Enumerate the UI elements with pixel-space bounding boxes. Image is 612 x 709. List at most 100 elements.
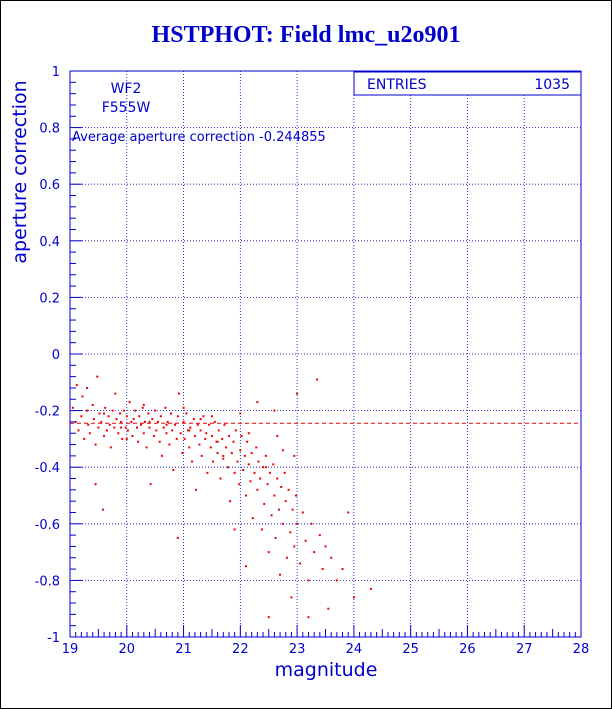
data-point xyxy=(296,392,299,395)
data-point xyxy=(289,531,292,534)
data-point xyxy=(193,435,196,438)
data-point xyxy=(318,534,321,537)
data-point xyxy=(114,392,117,395)
data-point xyxy=(103,412,106,415)
data-point xyxy=(208,423,211,426)
data-point xyxy=(238,483,241,486)
data-point xyxy=(128,401,131,404)
data-point xyxy=(124,426,127,429)
data-point xyxy=(109,446,112,449)
y-tick-label: 0 xyxy=(52,348,60,363)
y-tick-label: -0.2 xyxy=(35,405,60,420)
data-point xyxy=(233,528,236,531)
data-point xyxy=(141,406,144,409)
data-point xyxy=(143,420,146,423)
y-tick-label: -0.4 xyxy=(35,461,60,476)
data-point xyxy=(80,415,83,418)
data-point xyxy=(138,415,141,418)
data-point xyxy=(107,415,110,418)
data-point xyxy=(154,409,157,412)
data-point xyxy=(233,471,236,474)
data-point xyxy=(327,607,330,610)
data-point xyxy=(199,418,202,421)
data-point xyxy=(274,536,277,539)
data-point xyxy=(103,435,106,438)
data-point xyxy=(276,435,279,438)
data-point xyxy=(324,545,327,548)
data-point xyxy=(71,406,74,409)
chart-title: HSTPHOT: Field lmc_u2o901 xyxy=(151,22,461,48)
data-point xyxy=(195,488,198,491)
data-point xyxy=(132,418,135,421)
data-point xyxy=(335,579,338,582)
data-point xyxy=(281,449,284,452)
data-point xyxy=(182,406,185,409)
data-point xyxy=(227,435,230,438)
data-point xyxy=(264,454,267,457)
data-point xyxy=(142,403,145,406)
data-point xyxy=(92,418,95,421)
data-point xyxy=(176,415,179,418)
data-point xyxy=(290,596,293,599)
data-point xyxy=(209,446,212,449)
data-point xyxy=(148,420,151,423)
data-point xyxy=(111,409,114,412)
data-point xyxy=(277,508,280,511)
data-point xyxy=(122,409,125,412)
x-tick-label: 20 xyxy=(119,642,136,657)
data-point xyxy=(240,435,243,438)
data-point xyxy=(179,432,182,435)
data-point xyxy=(315,378,318,381)
data-point xyxy=(206,471,209,474)
data-points xyxy=(71,375,372,619)
data-point xyxy=(276,477,279,480)
y-tick-label: -0.6 xyxy=(35,518,60,533)
data-point xyxy=(210,435,213,438)
data-point xyxy=(162,426,165,429)
data-point xyxy=(168,443,171,446)
y-tick-label: 0.2 xyxy=(39,291,60,306)
data-point xyxy=(257,460,260,463)
data-point xyxy=(313,551,316,554)
data-point xyxy=(97,426,100,429)
data-point xyxy=(88,432,91,435)
data-point xyxy=(301,511,304,514)
x-tick-label: 22 xyxy=(232,642,249,657)
data-point xyxy=(191,460,194,463)
data-point xyxy=(81,395,84,398)
data-point xyxy=(159,415,162,418)
data-point xyxy=(259,477,262,480)
data-point xyxy=(279,573,282,576)
data-point xyxy=(137,440,140,443)
data-point xyxy=(247,432,250,435)
data-point xyxy=(251,517,254,520)
x-tick-label: 24 xyxy=(346,642,363,657)
data-point xyxy=(145,446,148,449)
data-point xyxy=(272,463,275,466)
data-point xyxy=(166,420,169,423)
data-point xyxy=(83,437,86,440)
data-point xyxy=(86,386,89,389)
data-point xyxy=(281,522,284,525)
data-point xyxy=(153,435,156,438)
data-point xyxy=(125,437,128,440)
data-point xyxy=(263,502,266,505)
data-point xyxy=(243,454,246,457)
data-point xyxy=(204,437,207,440)
average-annotation: Average aperture correction -0.244855 xyxy=(72,130,326,145)
x-tick-label: 23 xyxy=(289,642,306,657)
chip-label: WF2 xyxy=(111,81,142,97)
data-point xyxy=(352,596,355,599)
data-point xyxy=(121,437,124,440)
data-point xyxy=(221,437,224,440)
data-point xyxy=(239,449,242,452)
data-point xyxy=(283,471,286,474)
data-point xyxy=(178,392,181,395)
data-point xyxy=(189,426,192,429)
data-point xyxy=(232,440,235,443)
data-point xyxy=(120,420,123,423)
data-point xyxy=(104,406,107,409)
data-point xyxy=(139,423,142,426)
data-point xyxy=(96,375,99,378)
data-point xyxy=(118,412,121,415)
